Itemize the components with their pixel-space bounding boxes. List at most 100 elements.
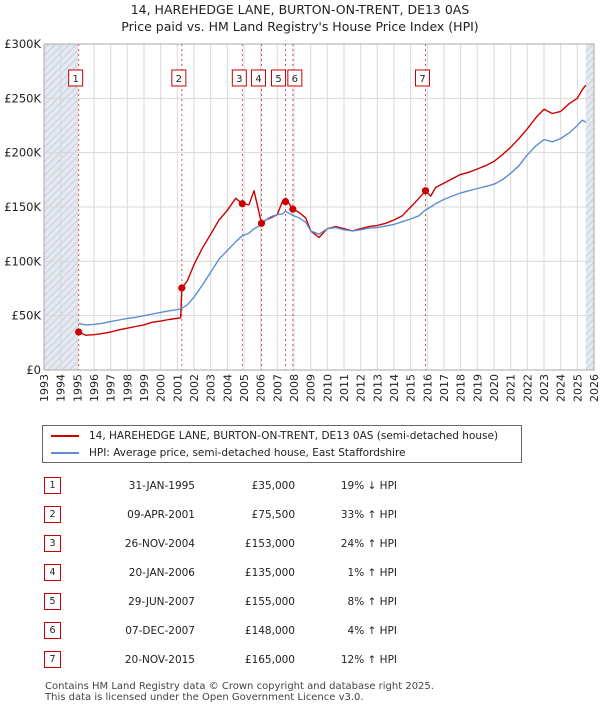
- x-tick-label: 2000: [155, 374, 168, 402]
- sale-price: £153,000: [244, 537, 295, 550]
- sale-number-label: 7: [419, 74, 425, 85]
- sale-date: 31-JAN-1995: [128, 479, 195, 492]
- sale-number-box: [68, 69, 84, 87]
- table-row: 5 29-JUN-2007 £155,000 8% ↑ HPI: [44, 587, 397, 616]
- x-tick-label: 2016: [421, 374, 434, 402]
- sale-point: [421, 187, 430, 195]
- x-tick-label: 2023: [538, 374, 551, 402]
- sale-number-label: 5: [275, 74, 281, 85]
- x-tick-label: 2003: [205, 374, 218, 402]
- sale-date: 20-JAN-2006: [128, 566, 195, 579]
- legend-label-property: 14, HAREHEDGE LANE, BURTON-ON-TRENT, DE1…: [89, 430, 499, 442]
- x-tick-label: 1997: [105, 374, 118, 402]
- x-tick-label: 2002: [188, 374, 201, 402]
- x-tick-label: 2022: [521, 374, 534, 402]
- sale-price: £35,000: [251, 479, 295, 492]
- y-tick-label: £200K: [4, 146, 41, 160]
- x-tick-label: 1995: [71, 374, 84, 402]
- sale-number-badge: 2: [44, 506, 61, 523]
- legend-swatch-hpi: [51, 452, 79, 454]
- x-tick-label: 2015: [405, 374, 418, 402]
- x-tick-label: 1999: [138, 374, 151, 402]
- footer-copyright: Contains HM Land Registry data © Crown c…: [45, 681, 434, 692]
- x-tick-label: 2024: [555, 374, 568, 402]
- sale-number-badge: 7: [44, 651, 61, 668]
- sale-number-box: [415, 69, 430, 87]
- sale-date: 29-JUN-2007: [128, 595, 195, 608]
- x-tick-label: 1996: [88, 374, 101, 402]
- sale-price: £165,000: [244, 653, 295, 666]
- sale-point: [238, 200, 246, 208]
- sale-price: £75,500: [251, 508, 295, 521]
- x-tick-label: 2020: [488, 374, 501, 402]
- sale-hpi-diff: 4% ↑ HPI: [347, 624, 397, 637]
- table-row: 6 07-DEC-2007 £148,000 4% ↑ HPI: [44, 616, 397, 645]
- legend-item-hpi: HPI: Average price, semi-detached house,…: [51, 445, 406, 461]
- sale-number-box: [171, 69, 187, 87]
- sale-number-label: 2: [176, 74, 182, 85]
- x-tick-label: 2021: [505, 374, 518, 402]
- sale-price: £148,000: [244, 624, 295, 637]
- sale-hpi-diff: 19% ↓ HPI: [340, 479, 397, 492]
- x-tick-label: 2006: [255, 374, 268, 402]
- sale-number-label: 1: [72, 74, 78, 85]
- y-tick-label: £300K: [4, 37, 41, 51]
- sale-number-badge: 6: [44, 622, 61, 639]
- sale-date: 26-NOV-2004: [124, 537, 195, 550]
- chart-subtitle: Price paid vs. HM Land Registry's House …: [121, 19, 479, 34]
- x-tick-label: 2008: [288, 374, 301, 402]
- x-tick-label: 2009: [305, 374, 318, 402]
- x-tick-label: 2001: [171, 374, 184, 402]
- legend-label-hpi: HPI: Average price, semi-detached house,…: [89, 447, 406, 459]
- sale-number-label: 6: [292, 74, 298, 85]
- x-tick-label: 2026: [588, 374, 600, 402]
- sale-number-label: 3: [236, 74, 242, 85]
- sale-hpi-diff: 12% ↑ HPI: [340, 653, 397, 666]
- sale-number-badge: 5: [44, 593, 61, 610]
- x-tick-label: 2005: [238, 374, 251, 402]
- x-tick-label: 2004: [221, 374, 234, 402]
- x-tick-label: 2012: [355, 374, 368, 402]
- y-tick-label: £250K: [4, 91, 41, 105]
- x-tick-label: 2007: [271, 374, 284, 402]
- sale-hpi-diff: 33% ↑ HPI: [340, 508, 397, 521]
- table-row: 1 31-JAN-1995 £35,000 19% ↓ HPI: [44, 471, 397, 500]
- y-tick-label: £0: [26, 363, 41, 377]
- y-tick-label: £50K: [12, 309, 42, 323]
- sale-date: 09-APR-2001: [127, 508, 195, 521]
- sale-price: £135,000: [244, 566, 295, 579]
- x-tick-label: 2018: [455, 374, 468, 402]
- sale-date: 07-DEC-2007: [125, 624, 195, 637]
- x-tick-label: 2010: [321, 374, 334, 402]
- x-tick-label: 2013: [371, 374, 384, 402]
- table-row: 4 20-JAN-2006 £135,000 1% ↑ HPI: [44, 558, 397, 587]
- sale-point: [257, 219, 266, 227]
- property-price-line: [78, 84, 587, 336]
- sale-price: £155,000: [244, 595, 295, 608]
- legend-item-property: 14, HAREHEDGE LANE, BURTON-ON-TRENT, DE1…: [51, 428, 498, 444]
- sale-number-box: [231, 69, 247, 87]
- hpi-line: [78, 119, 587, 326]
- sales-table: 1 31-JAN-1995 £35,000 19% ↓ HPI 2 09-APR…: [44, 471, 397, 674]
- sale-number-badge: 1: [44, 477, 61, 494]
- x-tick-label: 2011: [338, 374, 351, 402]
- sale-point: [178, 284, 186, 292]
- sale-date: 20-NOV-2015: [124, 653, 195, 666]
- attribution-footer: Contains HM Land Registry data © Crown c…: [45, 681, 434, 703]
- sale-number-box: [271, 69, 286, 87]
- sale-point: [281, 197, 290, 206]
- table-row: 3 26-NOV-2004 £153,000 24% ↑ HPI: [44, 529, 397, 558]
- x-tick-label: 1993: [38, 374, 51, 402]
- sale-hpi-diff: 1% ↑ HPI: [347, 566, 397, 579]
- chart-title-address: 14, HAREHEDGE LANE, BURTON-ON-TRENT, DE1…: [130, 2, 470, 17]
- chart-legend: 14, HAREHEDGE LANE, BURTON-ON-TRENT, DE1…: [42, 425, 522, 463]
- x-tick-label: 2014: [388, 374, 401, 402]
- x-tick-label: 2025: [571, 374, 584, 402]
- footer-licence: This data is licensed under the Open Gov…: [45, 692, 364, 703]
- sale-number-badge: 4: [44, 564, 61, 581]
- x-tick-label: 2017: [438, 374, 451, 402]
- y-tick-label: £150K: [4, 200, 41, 214]
- sale-number-label: 4: [255, 74, 261, 85]
- sale-point: [289, 205, 297, 213]
